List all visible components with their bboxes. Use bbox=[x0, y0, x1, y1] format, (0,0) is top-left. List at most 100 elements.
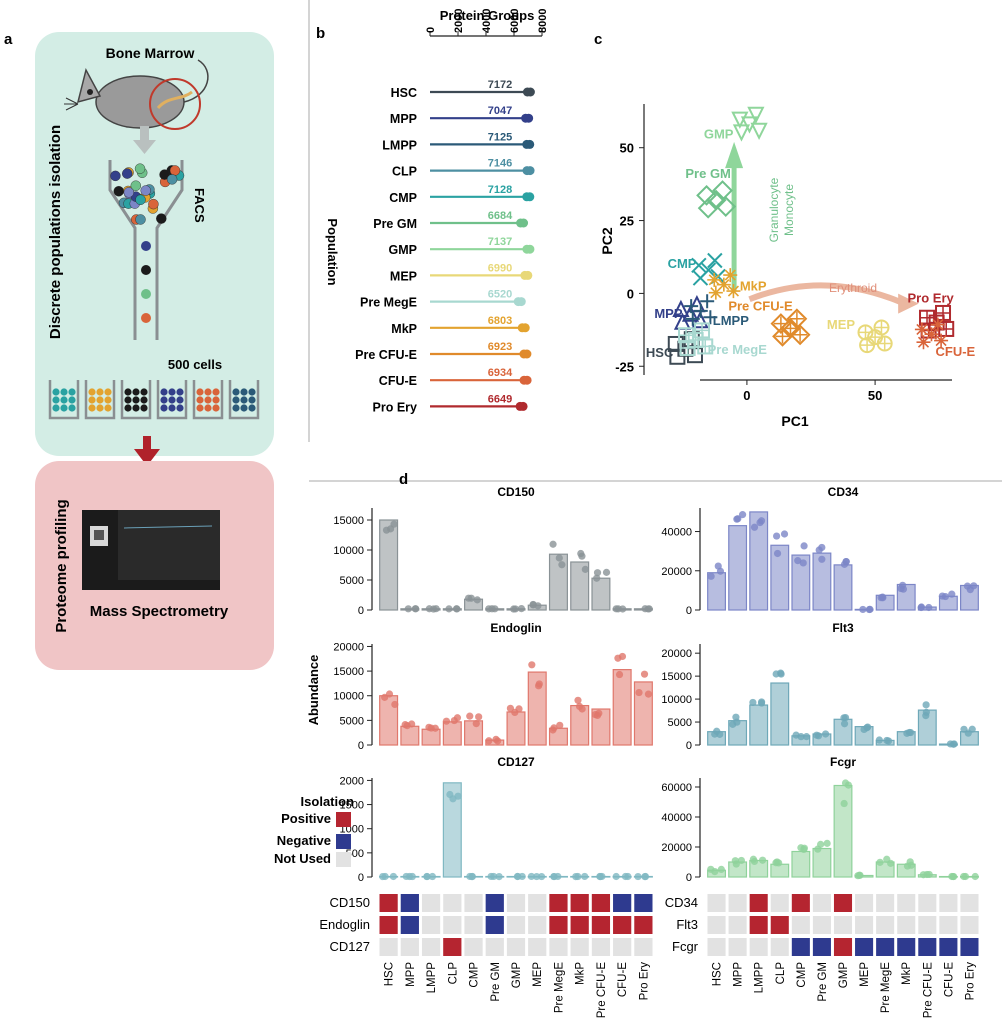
pca-cluster-label: Pro Ery bbox=[907, 291, 954, 306]
population-label: MkP bbox=[391, 322, 417, 336]
abundance-tick-label: 40000 bbox=[661, 527, 692, 539]
isolation-cell bbox=[634, 894, 653, 912]
category-label: MPP bbox=[733, 962, 745, 987]
isolation-cell bbox=[506, 894, 526, 912]
cell-dot bbox=[168, 404, 176, 412]
pca-point bbox=[914, 322, 929, 337]
protein-axis-tick-label: 6000 bbox=[509, 9, 521, 33]
abundance-point bbox=[738, 511, 747, 519]
abundance-point bbox=[777, 670, 785, 678]
cell-dot bbox=[166, 174, 178, 185]
erythroid-arrow bbox=[748, 282, 902, 305]
abundance-point bbox=[919, 871, 928, 879]
pca-point bbox=[695, 323, 710, 338]
cell-dot bbox=[124, 388, 132, 396]
abundance-point bbox=[794, 557, 802, 565]
category-label: CFU-E bbox=[943, 962, 955, 997]
cell-dot bbox=[160, 396, 168, 404]
abundance-point bbox=[964, 729, 972, 737]
pca-point bbox=[667, 335, 684, 352]
category-label: MEP bbox=[532, 962, 544, 987]
abundance-point bbox=[408, 872, 416, 881]
abundance-point bbox=[877, 594, 885, 602]
protein-axis-tick-label: 2000 bbox=[453, 9, 465, 33]
abundance-tick-label: 10000 bbox=[333, 691, 364, 703]
cell-dot bbox=[141, 313, 151, 323]
isolation-cell bbox=[939, 916, 958, 934]
abundance-point bbox=[922, 701, 930, 709]
abundance-bar bbox=[707, 572, 726, 611]
cell-dot bbox=[204, 388, 212, 396]
isolation-cell bbox=[728, 938, 747, 956]
cell-dot bbox=[141, 241, 151, 251]
abundance-point bbox=[800, 845, 808, 854]
abundance-point bbox=[903, 729, 911, 737]
category-label: GMP bbox=[838, 962, 850, 989]
subplot-title: CD34 bbox=[828, 485, 859, 499]
protein-lollipop-head bbox=[517, 323, 527, 333]
tube bbox=[84, 380, 116, 420]
abundance-point bbox=[797, 733, 805, 741]
pca-point bbox=[716, 277, 731, 292]
facs-funnel bbox=[108, 160, 185, 340]
panel-label-d: d bbox=[399, 471, 408, 488]
abundance-point bbox=[425, 723, 433, 731]
pca-point bbox=[916, 335, 931, 350]
cell-dot bbox=[212, 404, 220, 412]
cell-dot bbox=[204, 396, 212, 404]
abundance-point bbox=[454, 792, 462, 800]
protein-count-label: 6934 bbox=[488, 367, 513, 379]
isolation-cell bbox=[960, 938, 979, 956]
pca-cluster bbox=[914, 317, 949, 350]
cell-dot bbox=[68, 404, 76, 412]
abundance-point bbox=[466, 712, 474, 720]
subplot-title: CD127 bbox=[497, 755, 535, 769]
isolation-cell bbox=[506, 916, 526, 934]
pca-point bbox=[920, 310, 935, 325]
cell-dot bbox=[52, 404, 60, 412]
protein-lollipop-head bbox=[522, 166, 532, 176]
abundance-tick-label: 60000 bbox=[661, 782, 692, 794]
isolation-cell bbox=[443, 894, 462, 912]
abundance-point bbox=[840, 720, 849, 728]
abundance-point bbox=[773, 549, 782, 558]
abundance-bar bbox=[442, 721, 462, 746]
category-label: MkP bbox=[575, 962, 587, 985]
isolation-cell bbox=[770, 916, 789, 934]
abundance-point bbox=[737, 856, 746, 865]
pca-point bbox=[708, 285, 723, 300]
isolation-cell bbox=[400, 916, 419, 934]
category-label: CLP bbox=[447, 962, 459, 985]
abundance-tick-label: 20000 bbox=[661, 648, 692, 660]
protein-lollipop-head bbox=[522, 87, 532, 97]
isolation-cell bbox=[791, 938, 810, 956]
pca-point bbox=[731, 111, 749, 129]
cell-dot bbox=[140, 404, 148, 412]
protein-lollipop-head bbox=[522, 139, 532, 149]
pc1-axis-label: PC1 bbox=[781, 413, 808, 429]
isolation-cell bbox=[421, 894, 441, 912]
category-label: LMPP bbox=[426, 962, 438, 994]
abundance-point bbox=[883, 736, 891, 745]
abundance-point bbox=[572, 872, 580, 881]
abundance-point bbox=[841, 713, 850, 722]
abundance-point bbox=[733, 718, 741, 726]
isolation-cell bbox=[833, 938, 853, 956]
abundance-point bbox=[707, 865, 715, 873]
protein-count-label: 7047 bbox=[488, 105, 512, 117]
cell-dot bbox=[88, 404, 96, 412]
abundance-point bbox=[511, 708, 519, 717]
isolation-cell bbox=[421, 938, 441, 956]
abundance-point bbox=[411, 605, 420, 613]
abundance-tick-label: 15000 bbox=[333, 666, 364, 678]
pca-point bbox=[750, 122, 768, 141]
abundance-tick-label: 2000 bbox=[340, 775, 364, 787]
abundance-point bbox=[624, 872, 632, 881]
pca-point bbox=[691, 257, 707, 274]
pca-cluster bbox=[857, 319, 893, 354]
isolation-cell bbox=[728, 894, 747, 912]
category-label: Pro Ery bbox=[638, 962, 650, 1001]
abundance-bar bbox=[770, 544, 790, 611]
abundance-point bbox=[644, 605, 652, 613]
isolation-cell bbox=[707, 938, 726, 956]
